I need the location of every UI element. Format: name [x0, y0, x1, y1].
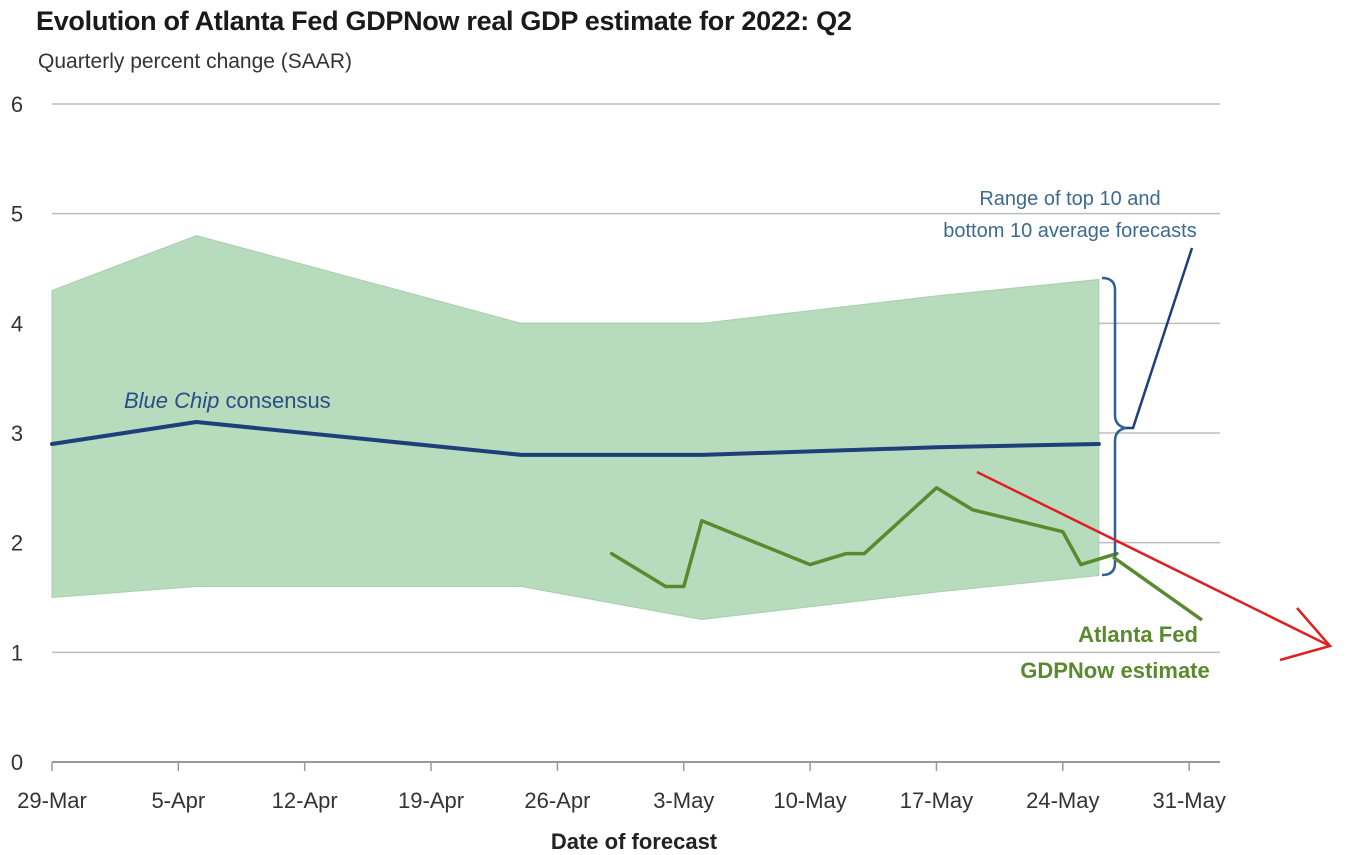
- range-label-line1: Range of top 10 and: [979, 188, 1160, 210]
- red-arrow-shaft: [976, 470, 1331, 648]
- x-tick-label-5-Apr: 5-Apr: [151, 788, 205, 813]
- blue-chip-label-rest: consensus: [219, 388, 330, 413]
- x-tick-label-31-May: 31-May: [1152, 788, 1225, 813]
- x-tick-label-17-May: 17-May: [900, 788, 973, 813]
- y-tick-label-6: 6: [11, 92, 23, 117]
- range-label-line2: bottom 10 average forecasts: [943, 220, 1196, 242]
- x-tick-label-12-Apr: 12-Apr: [272, 788, 338, 813]
- blue-chip-line: [50, 420, 1101, 457]
- y-tick-label-2: 2: [11, 531, 23, 556]
- gdpnow-label-line2: GDPNow estimate: [1020, 658, 1210, 683]
- x-axis-title: Date of forecast: [551, 829, 718, 854]
- range-band-group: [51, 235, 1100, 620]
- y-tick-label-0: 0: [11, 750, 23, 775]
- range-band: [51, 235, 1100, 620]
- series-group: [50, 420, 1119, 589]
- chart-subtitle: Quarterly percent change (SAAR): [38, 50, 352, 73]
- red-arrow-head: [1279, 607, 1333, 662]
- gdpnow-label-line1: Atlanta Fed: [1078, 622, 1198, 647]
- chart-title: Evolution of Atlanta Fed GDPNow real GDP…: [36, 6, 852, 36]
- x-tick-label-26-Apr: 26-Apr: [524, 788, 590, 813]
- red-trend-arrow: [976, 470, 1333, 662]
- x-tick-label-19-Apr: 19-Apr: [398, 788, 464, 813]
- x-tick-label-10-May: 10-May: [773, 788, 846, 813]
- range-pointer-line: [1126, 247, 1194, 430]
- x-tick-label-3-May: 3-May: [653, 788, 714, 813]
- y-tick-label-1: 1: [11, 640, 23, 665]
- y-tick-label-3: 3: [11, 421, 23, 446]
- axes-group: 0 1 2 3 4 5 6 29-Mar 5-Apr 12-Apr 19-Apr 26-Apr 3-Ma…: [11, 92, 1226, 854]
- annotations-group: Range of top 10 and bottom 10 average fo…: [124, 188, 1333, 683]
- x-tick-label-24-May: 24-May: [1026, 788, 1099, 813]
- blue-chip-label: Blue Chip consensus: [124, 388, 331, 413]
- blue-chip-label-italic: Blue Chip: [124, 388, 219, 413]
- x-tick-label-29-Mar: 29-Mar: [17, 788, 87, 813]
- gdpnow-pointer-line: [1111, 555, 1204, 622]
- y-tick-label-4: 4: [11, 311, 23, 336]
- range-bracket: [1101, 276, 1127, 577]
- y-tick-label-5: 5: [11, 202, 23, 227]
